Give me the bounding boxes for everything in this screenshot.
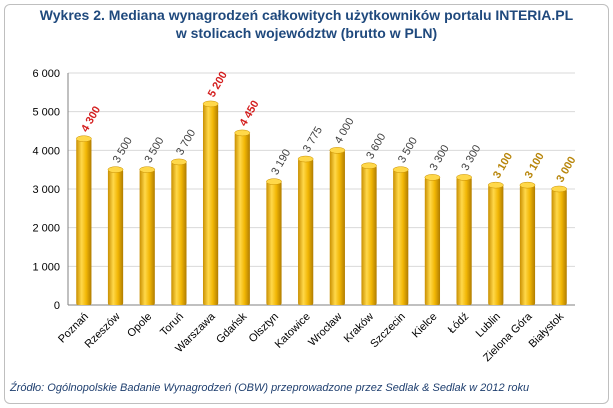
data-label: 3 190	[269, 147, 293, 177]
bar-cap	[519, 181, 536, 189]
data-label: 3 100	[523, 151, 547, 181]
chart-title: Wykres 2. Mediana wynagrodzeń całkowityc…	[0, 6, 613, 42]
bar-cap	[75, 135, 92, 142]
y-tick-label: 1 000	[32, 261, 60, 273]
x-tick-label: Szczecin	[368, 311, 408, 351]
bar-cap	[329, 147, 346, 154]
y-tick-labels: 0 1 000 2 000 3 000 4 000 5 000 6 000	[32, 68, 60, 312]
data-label: 3 600	[364, 131, 388, 161]
bar-cap	[297, 155, 314, 163]
x-tick-label: Wrocław	[306, 311, 344, 349]
data-label: 4 000	[333, 116, 357, 146]
bar-cap	[171, 158, 187, 166]
data-label: 3 300	[428, 143, 452, 173]
data-label: 3 700	[174, 128, 198, 158]
y-tick-label: 5 000	[32, 107, 60, 119]
y-tick-label: 4 000	[32, 145, 60, 157]
bar-cap	[361, 162, 377, 170]
y-tick-label: 0	[54, 300, 60, 312]
bar-cap	[234, 129, 251, 137]
y-tick-label: 3 000	[32, 184, 60, 196]
bar	[519, 185, 536, 305]
bars	[75, 100, 568, 305]
bar	[234, 132, 250, 305]
bar	[266, 181, 282, 305]
y-tick-label: 2 000	[32, 223, 60, 235]
bar-cap	[551, 185, 568, 193]
bar-cap	[107, 166, 124, 173]
bar	[76, 138, 92, 305]
bar	[202, 103, 219, 305]
chart-subtitle: w stolicach województw (brutto w PLN)	[175, 25, 438, 41]
x-tick-label: Opole	[125, 311, 154, 340]
data-label: 4 450	[237, 99, 261, 129]
bar	[298, 159, 314, 305]
data-label: 3 000	[554, 155, 578, 185]
bar	[551, 189, 567, 305]
bar-cap	[424, 174, 441, 181]
bar-cap	[266, 178, 282, 185]
data-label: 4 300	[79, 104, 103, 134]
x-tick-label: Gdańsk	[214, 310, 250, 346]
bar	[107, 169, 124, 305]
x-tick-label: Kielce	[410, 311, 440, 341]
bar	[361, 165, 377, 305]
x-tick-label: Lublin	[474, 311, 503, 340]
bar-cap	[392, 166, 409, 173]
x-tick-label: Katowice	[273, 311, 313, 351]
bar	[456, 177, 472, 305]
x-tick-label: Łódź	[446, 311, 471, 336]
bar	[393, 169, 409, 305]
y-tick-label: 6 000	[32, 68, 60, 80]
bar	[329, 150, 345, 305]
bar-cap	[202, 100, 219, 108]
source-note: Źródło: Ogólnopolskie Badanie Wynagrodze…	[10, 382, 530, 394]
data-label: 3 300	[459, 143, 483, 173]
x-tick-label: Białystok	[527, 310, 567, 350]
data-label: 5 200	[206, 70, 230, 100]
bar	[424, 177, 441, 305]
bar	[488, 185, 504, 305]
data-label: 3 100	[491, 151, 515, 181]
bar-cap	[487, 181, 504, 189]
x-tick-label: Rzeszów	[83, 311, 123, 351]
bar-cap	[139, 166, 156, 173]
bar-cap	[456, 174, 472, 181]
x-tick-label: Toruń	[158, 311, 186, 339]
bar	[139, 169, 155, 305]
chart-title-line1: Wykres 2. Mediana wynagrodzeń całkowityc…	[39, 7, 574, 23]
bar	[171, 161, 187, 305]
